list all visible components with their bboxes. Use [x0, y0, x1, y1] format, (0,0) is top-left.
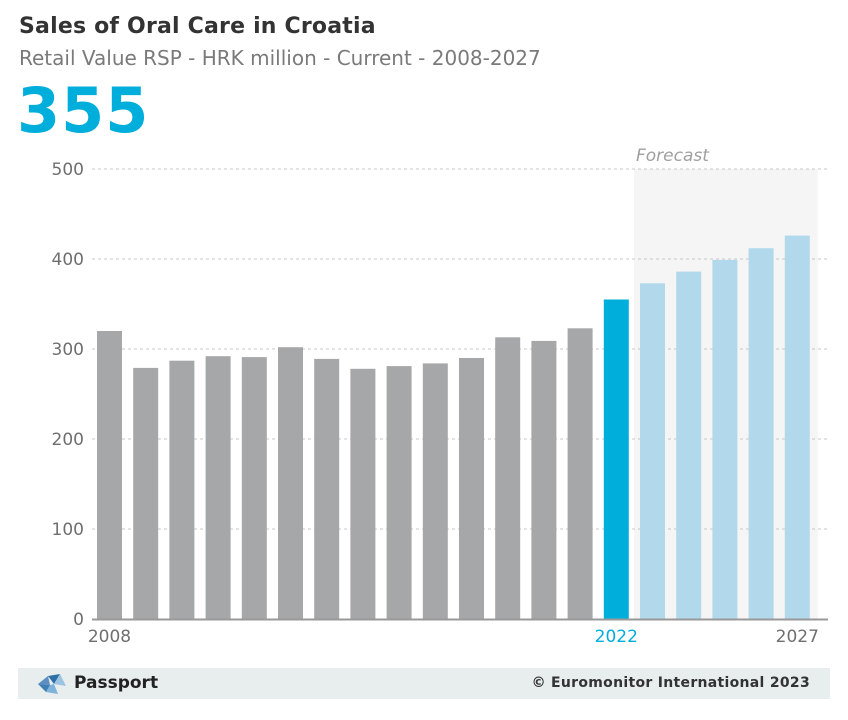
x-tick-label-2027: 2027: [776, 627, 819, 647]
bar-2010: [169, 360, 195, 619]
bar-2015: [350, 368, 376, 619]
bar-chart: Forecast 0 100 200 300 400 500 2008 2022 2027: [52, 146, 828, 647]
chart-subtitle: Retail Value RSP - HRK million - Current…: [19, 46, 541, 70]
footer-bar: Passport © Euromonitor International 202…: [18, 668, 830, 699]
bar-2016: [386, 366, 412, 619]
bar-2027: [784, 235, 810, 619]
y-tick-label: 100: [52, 520, 84, 540]
passport-logo-icon: [36, 672, 70, 700]
bar-2018: [459, 358, 484, 619]
bar-2017: [422, 363, 448, 619]
forecast-label: Forecast: [636, 146, 710, 166]
bar-2009: [133, 367, 159, 619]
headline-value: 355: [17, 74, 150, 147]
bar-2012: [241, 357, 267, 619]
bar-2020: [531, 340, 557, 619]
y-tick-label: 500: [52, 160, 84, 180]
bar-2014: [314, 358, 340, 619]
y-tick-label: 200: [52, 430, 84, 450]
bar-2022: [603, 299, 629, 619]
bar-2026: [748, 248, 774, 619]
brand-name: Passport: [74, 673, 159, 693]
bar-2013: [278, 347, 303, 619]
bar-2011: [205, 356, 231, 619]
bar-2025: [712, 259, 738, 619]
copyright-text: © Euromonitor International 2023: [531, 675, 810, 691]
x-tick-label-2008: 2008: [88, 627, 131, 647]
y-tick-label: 300: [52, 340, 84, 360]
bar-2023: [640, 283, 665, 619]
bar-2024: [676, 271, 702, 619]
chart-title: Sales of Oral Care in Croatia: [19, 14, 376, 39]
y-tick-label: 0: [73, 610, 84, 630]
bar-2021: [567, 328, 593, 619]
y-tick-label: 400: [52, 250, 84, 270]
bar-2008: [97, 331, 122, 619]
bar-2019: [495, 337, 521, 619]
x-tick-label-2022: 2022: [595, 627, 638, 647]
